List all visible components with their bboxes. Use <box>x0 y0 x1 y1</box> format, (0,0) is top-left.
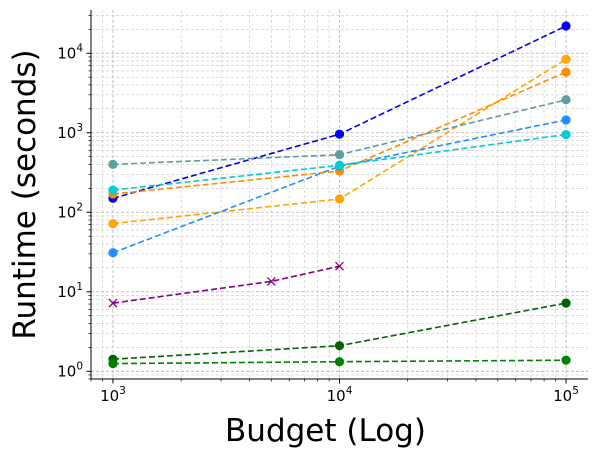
data-point <box>561 355 571 365</box>
data-point <box>334 150 345 160</box>
y-tick-base: 10 <box>57 203 76 221</box>
data-point <box>334 194 345 204</box>
y-tick-base: 10 <box>57 124 76 142</box>
x-tick-base: 10 <box>327 387 346 405</box>
data-point <box>334 160 345 170</box>
series-8 <box>108 355 571 369</box>
data-point <box>108 219 118 229</box>
y-tick-exponent: 1 <box>76 281 83 293</box>
y-tick-exponent: 0 <box>76 360 83 372</box>
data-point <box>108 358 118 369</box>
x-tick-label: 105 <box>553 385 579 405</box>
y-tick-base: 10 <box>57 44 76 62</box>
series-layer <box>108 21 571 369</box>
x-tick-label: 103 <box>100 385 126 405</box>
data-point <box>108 248 118 258</box>
series-6 <box>108 261 344 308</box>
y-tick-exponent: 2 <box>76 201 83 213</box>
y-tick-exponent: 4 <box>76 42 83 54</box>
x-tick-base: 10 <box>100 387 119 405</box>
y-tick-exponent: 3 <box>76 122 83 134</box>
y-tick-label: 100 <box>57 360 83 380</box>
y-tick-label: 104 <box>57 42 83 62</box>
data-point <box>561 298 571 308</box>
series-7 <box>108 298 571 364</box>
y-axis-title: Runtime (seconds) <box>7 49 43 339</box>
series-3 <box>108 95 571 170</box>
data-point <box>561 115 571 125</box>
y-tick-base: 10 <box>57 362 76 380</box>
major-grid <box>91 10 588 379</box>
x-marker-stroke <box>266 276 276 286</box>
x-tick-exponent: 5 <box>572 385 579 397</box>
data-point <box>334 357 345 367</box>
x-tick-exponent: 3 <box>119 385 126 397</box>
y-tick-label: 103 <box>57 122 83 142</box>
x-marker-stroke <box>108 298 118 308</box>
y-tick-base: 10 <box>57 283 76 301</box>
data-point <box>108 298 118 308</box>
x-tick-exponent: 4 <box>346 385 353 397</box>
y-tick-label: 101 <box>57 281 83 301</box>
data-point <box>561 67 571 77</box>
data-point <box>108 159 118 170</box>
data-point <box>334 341 345 351</box>
series-line <box>112 119 567 254</box>
data-point <box>561 129 571 140</box>
data-point <box>335 261 344 271</box>
data-point <box>266 276 276 286</box>
x-tick-base: 10 <box>553 387 572 405</box>
x-tick-label: 104 <box>327 385 353 405</box>
minor-grid <box>90 10 588 380</box>
data-point <box>561 21 571 31</box>
series-line <box>112 265 340 304</box>
data-point <box>108 185 118 195</box>
data-point <box>334 129 345 139</box>
data-point <box>561 95 571 105</box>
data-point <box>561 54 571 64</box>
x-axis-title: Budget (Log) <box>225 413 426 449</box>
series-5 <box>108 129 571 195</box>
x-marker-stroke <box>335 261 344 271</box>
y-tick-label: 102 <box>57 201 83 221</box>
